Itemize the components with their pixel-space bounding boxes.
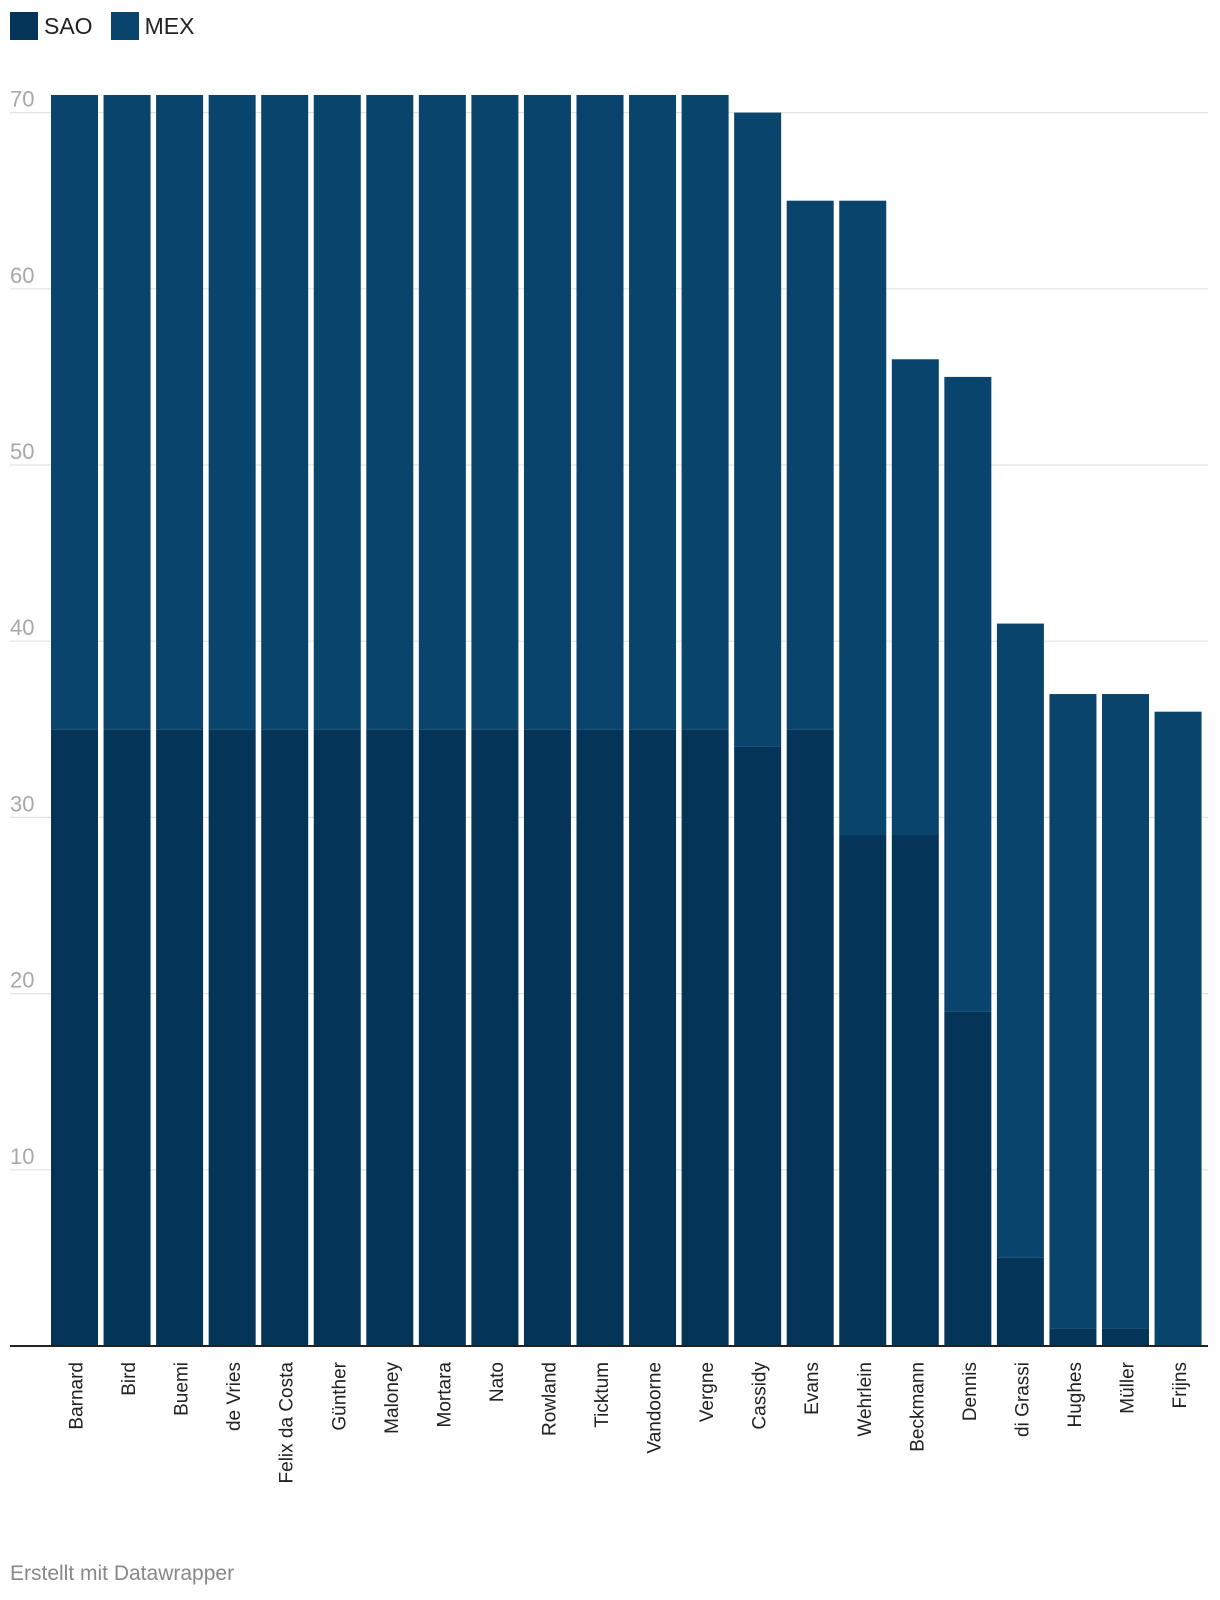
x-tick-label: di Grassi — [1012, 1362, 1033, 1437]
x-tick-label: Bird — [119, 1362, 140, 1396]
bar-mex-20 — [1102, 694, 1149, 1329]
bar-sao-7 — [418, 729, 466, 1346]
bar-mex-11 — [629, 94, 677, 730]
x-tick-label: Dennis — [960, 1362, 981, 1421]
bar-mex-12 — [681, 94, 729, 730]
x-tick-label: Frijns — [1170, 1362, 1191, 1408]
legend-swatch-mex — [110, 12, 139, 40]
y-tick-label: 60 — [10, 263, 34, 288]
x-tick-label: Vandoorne — [645, 1362, 666, 1454]
y-tick-label: 30 — [10, 791, 34, 816]
bar-sao-4 — [261, 729, 309, 1346]
y-tick-label: 10 — [10, 1144, 34, 1169]
x-tick-label: Beckmann — [907, 1362, 928, 1452]
legend-label-sao: SAO — [44, 13, 93, 39]
bar-sao-18 — [996, 1257, 1044, 1346]
bar-mex-10 — [576, 94, 624, 730]
bar-sao-11 — [629, 729, 677, 1346]
bar-mex-14 — [786, 200, 834, 730]
bar-mex-17 — [944, 376, 992, 1012]
bar-mex-5 — [313, 94, 361, 730]
bar-mex-15 — [839, 200, 887, 836]
bar-sao-12 — [681, 729, 729, 1346]
bar-mex-7 — [418, 94, 466, 730]
bar-mex-18 — [996, 623, 1044, 1258]
bar-sao-1 — [103, 729, 151, 1346]
bar-mex-0 — [51, 94, 98, 730]
bar-sao-8 — [471, 729, 519, 1346]
x-tick-label: de Vries — [224, 1362, 245, 1431]
bar-sao-3 — [208, 729, 256, 1346]
bar-mex-9 — [523, 94, 571, 730]
bar-mex-16 — [891, 359, 939, 836]
x-tick-label: Wehrlein — [855, 1362, 876, 1437]
bar-mex-19 — [1049, 694, 1097, 1329]
legend-label-mex: MEX — [144, 13, 195, 39]
y-tick-label: 20 — [10, 968, 34, 993]
x-tick-label: Cassidy — [750, 1362, 771, 1430]
x-tick-label: Barnard — [67, 1362, 88, 1430]
bar-sao-9 — [523, 729, 571, 1346]
y-tick-label: 40 — [10, 615, 34, 640]
bar-sao-15 — [839, 835, 887, 1346]
bar-sao-0 — [51, 729, 98, 1346]
bar-sao-20 — [1102, 1328, 1149, 1346]
bar-sao-19 — [1049, 1328, 1097, 1346]
legend-item-mex: MEX — [110, 12, 195, 40]
bar-sao-16 — [891, 835, 939, 1346]
x-tick-label: Buemi — [172, 1362, 193, 1416]
x-tick-label: Hughes — [1065, 1362, 1086, 1428]
bar-mex-4 — [261, 94, 309, 730]
x-tick-label: Günther — [329, 1361, 350, 1430]
bar-mex-2 — [156, 94, 204, 730]
y-tick-label: 70 — [10, 87, 34, 112]
x-tick-label: Müller — [1118, 1361, 1139, 1413]
bar-sao-13 — [734, 746, 782, 1346]
legend-item-sao: SAO — [10, 12, 93, 40]
x-tick-label: Mortara — [434, 1362, 455, 1428]
bar-sao-5 — [313, 729, 361, 1346]
bar-mex-13 — [734, 112, 782, 747]
bar-sao-10 — [576, 729, 624, 1346]
x-tick-label: Ticktum — [592, 1362, 613, 1428]
legend: SAO MEX — [10, 12, 194, 40]
x-tick-label: Vergne — [697, 1362, 718, 1422]
x-tick-label: Maloney — [382, 1362, 403, 1434]
bar-sao-6 — [366, 729, 414, 1346]
x-tick-label: Nato — [487, 1362, 508, 1402]
bar-mex-8 — [471, 94, 519, 730]
bar-sao-14 — [786, 729, 834, 1346]
bar-mex-6 — [366, 94, 414, 730]
bar-mex-1 — [103, 94, 151, 730]
bar-mex-3 — [208, 94, 256, 730]
legend-swatch-sao — [10, 12, 38, 40]
x-tick-label: Rowland — [539, 1362, 560, 1436]
y-tick-label: 50 — [10, 439, 34, 464]
bar-sao-2 — [156, 729, 204, 1346]
x-tick-label: Evans — [802, 1362, 823, 1415]
bar-mex-21 — [1154, 711, 1202, 1346]
x-tick-label: Felix da Costa — [277, 1362, 298, 1484]
bar-sao-17 — [944, 1011, 992, 1346]
footer-credit: Erstellt mit Datawrapper — [10, 1562, 235, 1585]
